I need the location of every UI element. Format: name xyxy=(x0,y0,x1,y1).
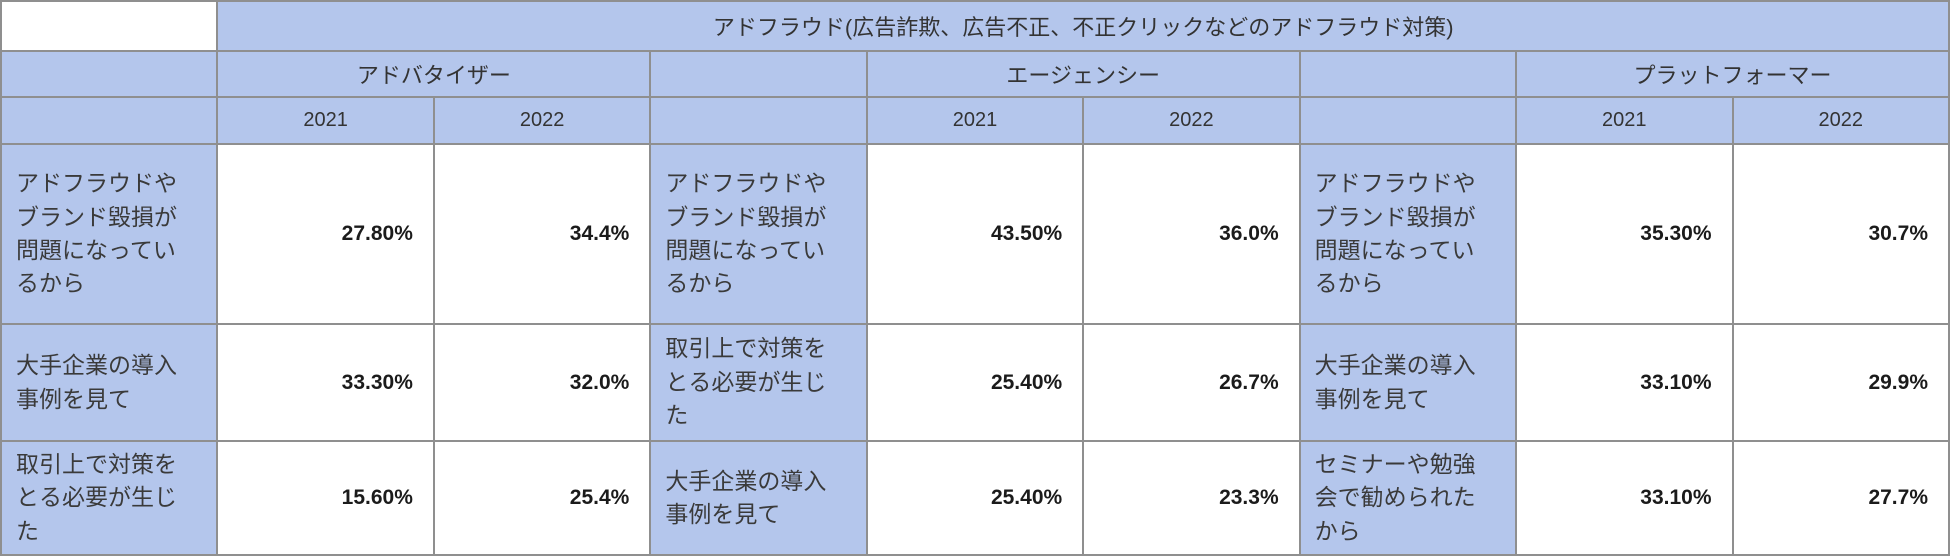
value-agency-2022-2: 26.7% xyxy=(1082,323,1301,442)
row-label-advertiser-1: アドフラウドやブランド毀損が問題になっているから xyxy=(0,143,219,325)
group-row-spacer-3 xyxy=(1298,50,1518,98)
row-label-platformer-2: 大手企業の導入事例を見て xyxy=(1298,323,1518,442)
year-row-spacer-3 xyxy=(1298,96,1518,145)
value-platformer-2022-2: 29.9% xyxy=(1731,323,1950,442)
group-header-row: アドバタイザー エージェンシー プラットフォーマー xyxy=(0,50,1950,98)
table-row: 大手企業の導入事例を見て 33.30% 32.0% 取引上で対策をとる必要が生じ… xyxy=(0,323,1950,442)
value-agency-2021-1: 43.50% xyxy=(865,143,1085,325)
group-header-advertiser: アドバタイザー xyxy=(216,50,652,98)
value-agency-2022-3: 23.3% xyxy=(1082,439,1301,557)
value-advertiser-2021-2: 33.30% xyxy=(216,323,435,442)
year-row-spacer-2 xyxy=(649,96,868,145)
table-row: 取引上で対策をとる必要が生じた 15.60% 25.4% 大手企業の導入事例を見… xyxy=(0,439,1950,557)
year-header-platformer-2021: 2021 xyxy=(1515,96,1734,145)
value-agency-2021-2: 25.40% xyxy=(865,323,1085,442)
row-label-agency-3: 大手企業の導入事例を見て xyxy=(649,439,868,557)
year-header-row: 2021 2022 2021 2022 2021 2022 xyxy=(0,96,1950,145)
value-advertiser-2021-1: 27.80% xyxy=(216,143,435,325)
group-row-spacer-2 xyxy=(649,50,868,98)
value-platformer-2021-3: 33.10% xyxy=(1515,439,1734,557)
value-advertiser-2022-1: 34.4% xyxy=(432,143,652,325)
year-header-platformer-2022: 2022 xyxy=(1731,96,1950,145)
table-row: アドフラウドやブランド毀損が問題になっているから 27.80% 34.4% アド… xyxy=(0,143,1950,325)
value-platformer-2022-1: 30.7% xyxy=(1731,143,1950,325)
title-row: アドフラウド(広告詐欺、広告不正、不正クリックなどのアドフラウド対策) xyxy=(0,0,1950,52)
row-label-advertiser-3: 取引上で対策をとる必要が生じた xyxy=(0,439,219,557)
group-row-spacer-1 xyxy=(0,50,219,98)
value-agency-2022-1: 36.0% xyxy=(1082,143,1301,325)
row-label-platformer-3: セミナーや勉強会で勧められたから xyxy=(1298,439,1518,557)
value-advertiser-2021-3: 15.60% xyxy=(216,439,435,557)
row-label-advertiser-2: 大手企業の導入事例を見て xyxy=(0,323,219,442)
group-header-platformer: プラットフォーマー xyxy=(1515,50,1950,98)
value-platformer-2021-1: 35.30% xyxy=(1515,143,1734,325)
value-platformer-2021-2: 33.10% xyxy=(1515,323,1734,442)
row-label-platformer-1: アドフラウドやブランド毀損が問題になっているから xyxy=(1298,143,1518,325)
year-header-advertiser-2022: 2022 xyxy=(432,96,652,145)
value-advertiser-2022-3: 25.4% xyxy=(432,439,652,557)
value-advertiser-2022-2: 32.0% xyxy=(432,323,652,442)
year-row-spacer-1 xyxy=(0,96,219,145)
year-header-agency-2022: 2022 xyxy=(1082,96,1301,145)
value-agency-2021-3: 25.40% xyxy=(865,439,1085,557)
year-header-agency-2021: 2021 xyxy=(865,96,1085,145)
row-label-agency-1: アドフラウドやブランド毀損が問題になっているから xyxy=(649,143,868,325)
corner-cell xyxy=(0,0,219,52)
table-title: アドフラウド(広告詐欺、広告不正、不正クリックなどのアドフラウド対策) xyxy=(216,0,1950,52)
row-label-agency-2: 取引上で対策をとる必要が生じた xyxy=(649,323,868,442)
group-header-agency: エージェンシー xyxy=(865,50,1301,98)
year-header-advertiser-2021: 2021 xyxy=(216,96,435,145)
value-platformer-2022-3: 27.7% xyxy=(1731,439,1950,557)
